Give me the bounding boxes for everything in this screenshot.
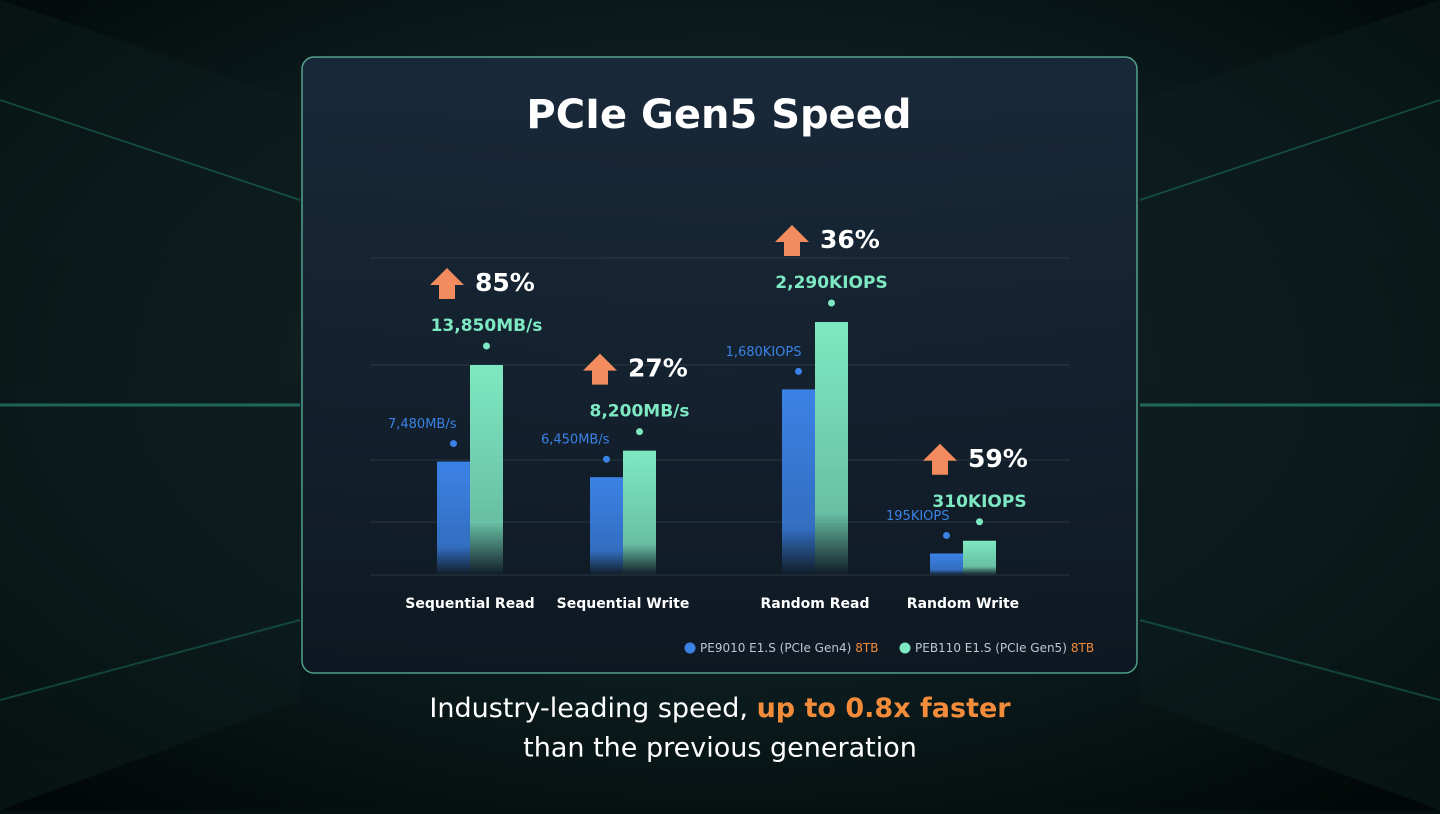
data-label: 8,200MB/s [590, 402, 690, 422]
bar [623, 450, 656, 575]
bar [782, 389, 815, 575]
bar [437, 461, 470, 575]
label-dot [795, 367, 802, 375]
data-label: 195KIOPS [886, 509, 950, 524]
data-label: 13,850MB/s [431, 316, 543, 336]
bar [470, 365, 503, 575]
increase-arrow [430, 268, 464, 299]
legend-marker [899, 642, 911, 654]
increase-arrow [775, 225, 809, 256]
data-label: 6,450MB/s [541, 433, 610, 448]
caption-line1: Industry-leading speed, up to 0.8x faste… [429, 693, 1011, 724]
label-dot [450, 440, 457, 448]
increase-label: 59% [968, 444, 1028, 473]
data-label: 2,290KIOPS [775, 273, 887, 293]
increase-label: 36% [820, 225, 880, 254]
label-dot [483, 342, 490, 350]
label-dot [636, 428, 643, 436]
data-label: 310KIOPS [932, 492, 1026, 512]
data-label: 1,680KIOPS [726, 345, 802, 360]
legend-capacity: 8TB [1071, 641, 1094, 655]
x-tick-label: Random Write [907, 596, 1019, 612]
legend: PE9010 E1.S (PCIe Gen4) 8TB PEB110 E1.S (P… [684, 641, 1094, 655]
legend-capacity: 8TB [855, 641, 878, 655]
bar [815, 322, 848, 575]
label-dot [943, 531, 950, 539]
increase-label: 85% [475, 268, 535, 297]
caption-text: Industry-leading speed, [429, 693, 756, 724]
increase-label: 27% [628, 354, 688, 383]
legend-marker [684, 642, 696, 654]
legend-entry: PEB110 E1.S (PCIe Gen5) 8TB [915, 641, 1094, 655]
label-dot [976, 518, 983, 526]
increase-arrow [923, 443, 957, 475]
x-tick-label: Sequential Write [557, 596, 690, 612]
x-tick-label: Random Read [760, 596, 869, 612]
legend-name: PEB110 E1.S (PCIe Gen5) [915, 641, 1067, 655]
data-label: 7,480MB/s [388, 417, 457, 432]
label-dot [828, 299, 835, 307]
label-dot [603, 455, 610, 463]
chart-title: PCIe Gen5 Speed [526, 92, 911, 138]
increase-arrow [583, 353, 617, 385]
bar [590, 477, 623, 575]
x-tick-label: Sequential Read [405, 596, 534, 612]
legend-name: PE9010 E1.S (PCIe Gen4) [700, 641, 851, 655]
legend-entry: PE9010 E1.S (PCIe Gen4) 8TB [700, 641, 878, 655]
bar [963, 540, 996, 575]
bar [930, 553, 963, 575]
caption-line2: than the previous generation [523, 733, 917, 764]
caption-highlight: up to 0.8x faster [757, 693, 1012, 724]
